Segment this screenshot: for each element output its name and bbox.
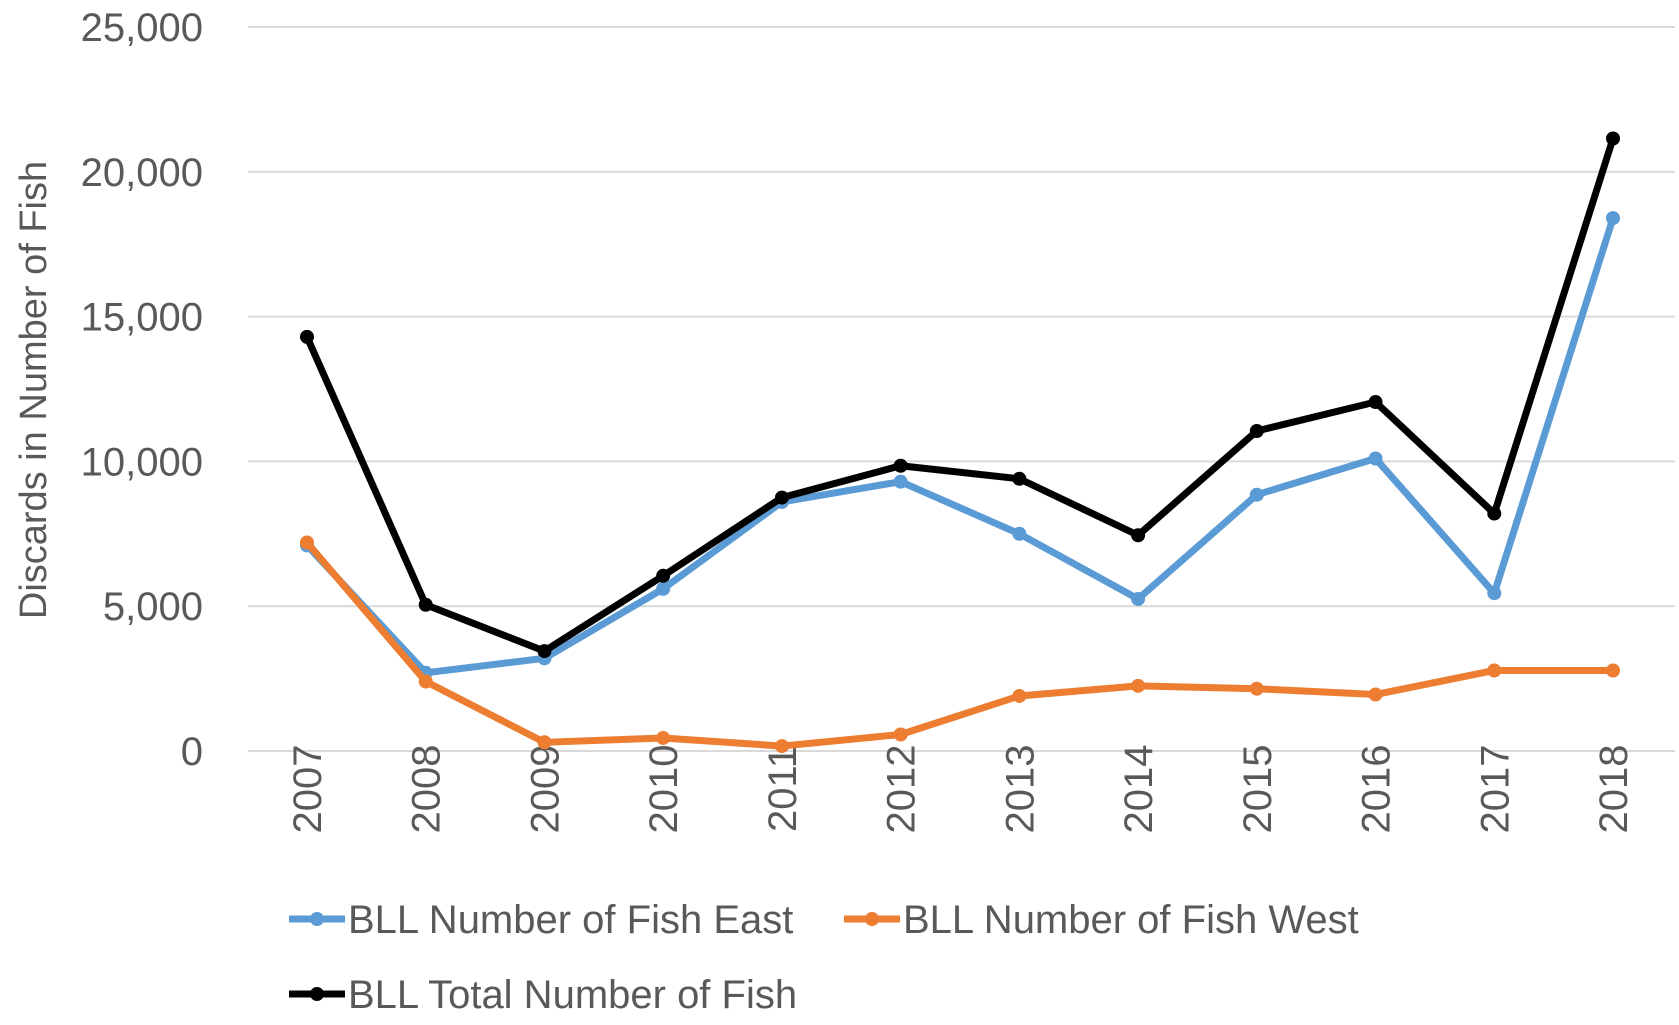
data-point (893, 474, 908, 489)
y-tick-label: 25,000 (81, 6, 203, 50)
series-line (303, 538, 1617, 750)
x-tick-label: 2013 (998, 745, 1042, 834)
data-point (1487, 506, 1502, 521)
y-axis-ticks: 0 5,000 10,000 15,000 20,000 25,000 (81, 6, 203, 774)
data-point (418, 674, 433, 689)
data-point (300, 535, 314, 550)
data-point (1606, 211, 1620, 226)
series-line (303, 134, 1617, 655)
x-tick-label: 2012 (880, 745, 924, 834)
data-point (1012, 526, 1027, 541)
data-point (1249, 487, 1264, 502)
data-point (1487, 586, 1502, 601)
gridlines (248, 26, 1675, 752)
data-point (1487, 663, 1502, 678)
x-tick-label: 2010 (642, 745, 686, 834)
data-point (656, 568, 671, 583)
data-point (1131, 591, 1146, 606)
data-point (1131, 528, 1146, 543)
legend-swatch-marker (865, 912, 879, 926)
x-tick-label: 2018 (1592, 745, 1636, 834)
data-point (537, 735, 552, 750)
x-tick-label: 2015 (1236, 745, 1280, 834)
legend: BLL Number of Fish East BLL Number of Fis… (289, 898, 1359, 1017)
series-group (300, 131, 1620, 659)
x-tick-label: 2017 (1473, 745, 1517, 834)
data-point (1606, 663, 1620, 678)
data-point (1249, 681, 1264, 696)
data-point (300, 329, 314, 344)
x-tick-label: 2011 (761, 746, 805, 832)
data-point (1606, 131, 1620, 146)
series-group (300, 535, 1620, 754)
data-point (893, 458, 908, 473)
y-tick-label: 15,000 (81, 296, 203, 340)
data-point (656, 581, 671, 596)
data-point (1012, 471, 1027, 486)
x-tick-label: 2014 (1117, 745, 1161, 834)
x-tick-label: 2008 (405, 745, 449, 834)
y-tick-label: 5,000 (103, 585, 203, 629)
data-point (537, 644, 552, 659)
series-line (303, 214, 1617, 677)
legend-label: BLL Number of Fish West (903, 898, 1359, 942)
data-point (1368, 451, 1383, 466)
legend-item: BLL Number of Fish East (289, 898, 793, 942)
legend-label: BLL Total Number of Fish (348, 973, 797, 1017)
data-point (656, 730, 671, 745)
data-point (1368, 687, 1383, 702)
data-point (418, 597, 433, 612)
data-point (1131, 678, 1146, 693)
y-tick-label: 0 (181, 730, 203, 774)
data-point (1368, 395, 1383, 410)
x-tick-label: 2016 (1355, 745, 1399, 834)
legend-item: BLL Number of Fish West (844, 898, 1359, 942)
data-point (1012, 688, 1027, 703)
data-point (774, 739, 789, 754)
x-axis-ticks: 2007 2008 2009 2010 2011 2012 2013 2014 2015 2016… (286, 745, 1636, 834)
legend-item: BLL Total Number of Fish (289, 973, 797, 1017)
y-tick-label: 10,000 (81, 440, 203, 484)
series-lines (300, 131, 1620, 754)
x-tick-label: 2009 (523, 745, 567, 834)
legend-swatch-marker (310, 987, 324, 1001)
data-point (774, 490, 789, 505)
legend-label: BLL Number of Fish East (348, 898, 793, 942)
y-axis-title: Discards in Number of Fish (13, 161, 55, 619)
x-tick-label: 2007 (286, 745, 330, 834)
legend-swatch-marker (310, 912, 324, 926)
y-tick-label: 20,000 (81, 151, 203, 195)
data-point (893, 727, 908, 742)
data-point (1249, 423, 1264, 438)
